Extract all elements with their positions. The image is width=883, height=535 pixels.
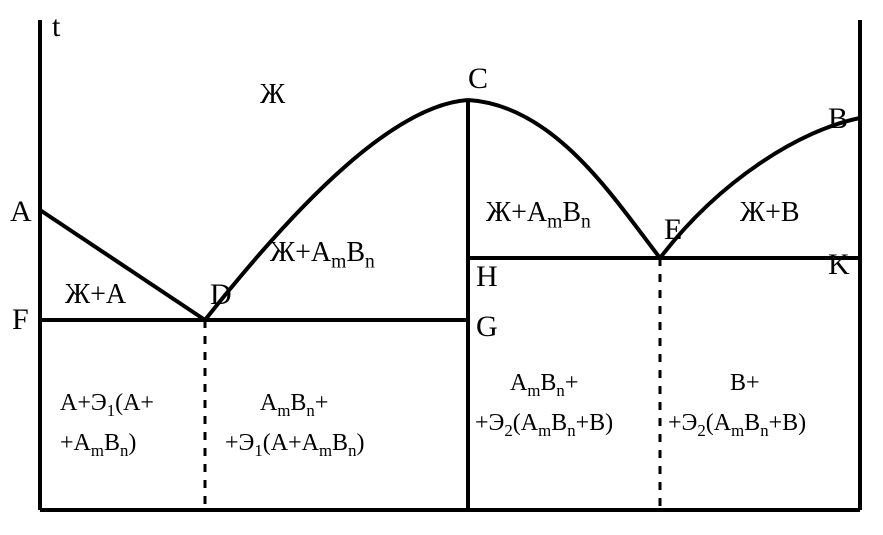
label-axis_t: t bbox=[52, 10, 60, 43]
label-pt_A: A bbox=[10, 195, 32, 228]
label-bottom_1_l2: +AmBn) bbox=[60, 430, 136, 456]
label-liquid: Ж bbox=[260, 80, 285, 111]
label-pt_H: H bbox=[476, 260, 498, 293]
label-liq_plus_AmBn_left: Ж+AmBn bbox=[270, 238, 375, 269]
label-bottom_4_l1: B+ bbox=[730, 370, 760, 396]
label-pt_G: G bbox=[476, 310, 498, 343]
label-bottom_3_l2: +Э2(AmBn+B) bbox=[475, 410, 613, 436]
label-pt_B: B bbox=[828, 102, 848, 135]
label-pt_F: F bbox=[12, 303, 29, 336]
label-pt_C: C bbox=[468, 62, 488, 95]
label-liq_plus_AmBn_right: Ж+AmBn bbox=[486, 198, 591, 229]
label-bottom_2_l2: +Э1(A+AmBn) bbox=[225, 430, 364, 456]
label-bottom_2_l1: AmBn+ bbox=[260, 390, 328, 416]
label-pt_K: K bbox=[828, 248, 850, 281]
label-pt_D: D bbox=[210, 278, 232, 311]
phase-diagram: t A F D GH C E K B Ж Ж+A Ж+AmBn Ж+AmBn Ж+B A+Э1(A+ +AmB… bbox=[0, 0, 883, 535]
label-pt_E: E bbox=[664, 213, 682, 246]
label-bottom_1_l1: A+Э1(A+ bbox=[60, 390, 154, 416]
label-liq_plus_A: Ж+A bbox=[65, 280, 126, 311]
label-liq_plus_B: Ж+B bbox=[740, 198, 800, 229]
label-bottom_3_l1: AmBn+ bbox=[510, 370, 578, 396]
label-bottom_4_l2: +Э2(AmBn+B) bbox=[668, 410, 806, 436]
